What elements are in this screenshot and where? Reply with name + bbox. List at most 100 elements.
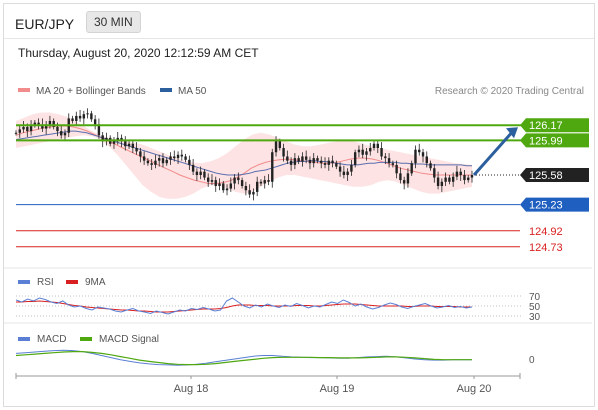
candle-body (127, 143, 131, 147)
candle-body (169, 156, 172, 160)
candle-body (455, 171, 459, 177)
level-tag (520, 168, 589, 183)
candle-body (395, 164, 398, 174)
candle-body (459, 171, 462, 176)
legend-swatch (18, 337, 30, 341)
legend-label: MACD (37, 334, 66, 345)
bollinger-band (16, 112, 472, 199)
candle-body (86, 113, 89, 115)
candle-body (56, 126, 59, 132)
candle-body (184, 156, 187, 160)
candle-body (210, 180, 214, 182)
chart-header: EUR/JPY 30 MIN (4, 4, 594, 39)
candle-body (308, 159, 312, 164)
candle-body (323, 163, 327, 165)
candle-body (173, 156, 176, 159)
candle-body (135, 148, 138, 152)
candle-body (255, 181, 259, 192)
candle-body (376, 143, 379, 148)
candle-body (286, 156, 289, 161)
candle-body (312, 158, 315, 164)
x-tick-label: Aug 20 (457, 383, 492, 395)
candle-body (380, 148, 383, 157)
candle-body (199, 171, 202, 176)
candle-body (37, 122, 40, 125)
candle-body (139, 151, 142, 157)
candle-body (297, 158, 300, 162)
candle-body (414, 149, 417, 164)
x-tick-label: Aug 18 (174, 383, 209, 395)
candle-body (244, 186, 248, 191)
candle-body (274, 141, 278, 153)
x-tick-label: Aug 19 (320, 383, 355, 395)
candle-body (338, 166, 342, 172)
candle-body (26, 126, 29, 132)
candle-body (82, 114, 86, 119)
candle-body (90, 113, 93, 120)
candle-body (402, 180, 406, 184)
candle-body (60, 131, 63, 136)
candle-body (161, 158, 165, 164)
candle-body (191, 164, 195, 172)
candle-body (33, 122, 37, 126)
candle-body (154, 160, 157, 165)
candle-body (180, 154, 184, 157)
candle-body (470, 175, 474, 178)
candle-body (418, 149, 421, 153)
candle-body (225, 188, 229, 191)
legend-swatch (160, 88, 172, 92)
legend-swatch (66, 280, 78, 284)
candle-body (259, 181, 263, 184)
legend-label: MACD Signal (99, 334, 159, 345)
candle-body (304, 156, 308, 160)
candle-body (112, 141, 116, 144)
candle-body (278, 141, 282, 148)
level-tag (520, 118, 589, 133)
timestamp: Thursday, August 20, 2020 12:12:59 AM CE… (18, 46, 259, 60)
candle-body (48, 120, 52, 125)
candle-body (93, 119, 97, 125)
candle-body (101, 135, 104, 142)
candle-body (387, 158, 391, 164)
candle-body (365, 151, 368, 155)
macd-signal-line (15, 351, 472, 366)
candle-body (421, 152, 425, 157)
candle-body (75, 115, 78, 121)
candle-body (320, 160, 323, 164)
candle-body (429, 163, 432, 169)
candle-body (176, 154, 180, 159)
candle-body (293, 158, 297, 165)
candle-body (233, 177, 236, 184)
candle-body (240, 180, 244, 186)
candle-body (316, 158, 319, 161)
candle-body (289, 160, 293, 165)
rsi-ma-line (16, 300, 472, 313)
research-note: Research © 2020 Trading Central (435, 86, 584, 97)
candle-body (301, 156, 304, 162)
rsi-tick-label: 50 (529, 302, 541, 313)
forecast-arrow (472, 131, 514, 177)
candle-body (440, 181, 444, 186)
candle-body (410, 163, 413, 174)
candle-body (22, 126, 25, 130)
candle-body (44, 124, 48, 129)
candle-body (357, 149, 361, 153)
candle-body (399, 173, 402, 181)
candle-body (448, 177, 451, 182)
legend-swatch (80, 337, 92, 341)
candle-body (331, 160, 334, 164)
rsi-line (15, 297, 473, 315)
candle-body (165, 159, 168, 164)
candle-body (14, 132, 18, 134)
candle-body (18, 129, 21, 133)
candle-body (282, 148, 285, 157)
timeframe-badge[interactable]: 30 MIN (86, 11, 141, 33)
candle-body (206, 177, 210, 182)
candle-body (158, 158, 161, 161)
level-label: 125.58 (529, 170, 563, 182)
ma50-line (15, 130, 472, 176)
legend-label: MA 50 (178, 86, 207, 97)
candle-body (267, 180, 270, 182)
candle-body (372, 143, 376, 148)
candle-body (142, 156, 146, 161)
